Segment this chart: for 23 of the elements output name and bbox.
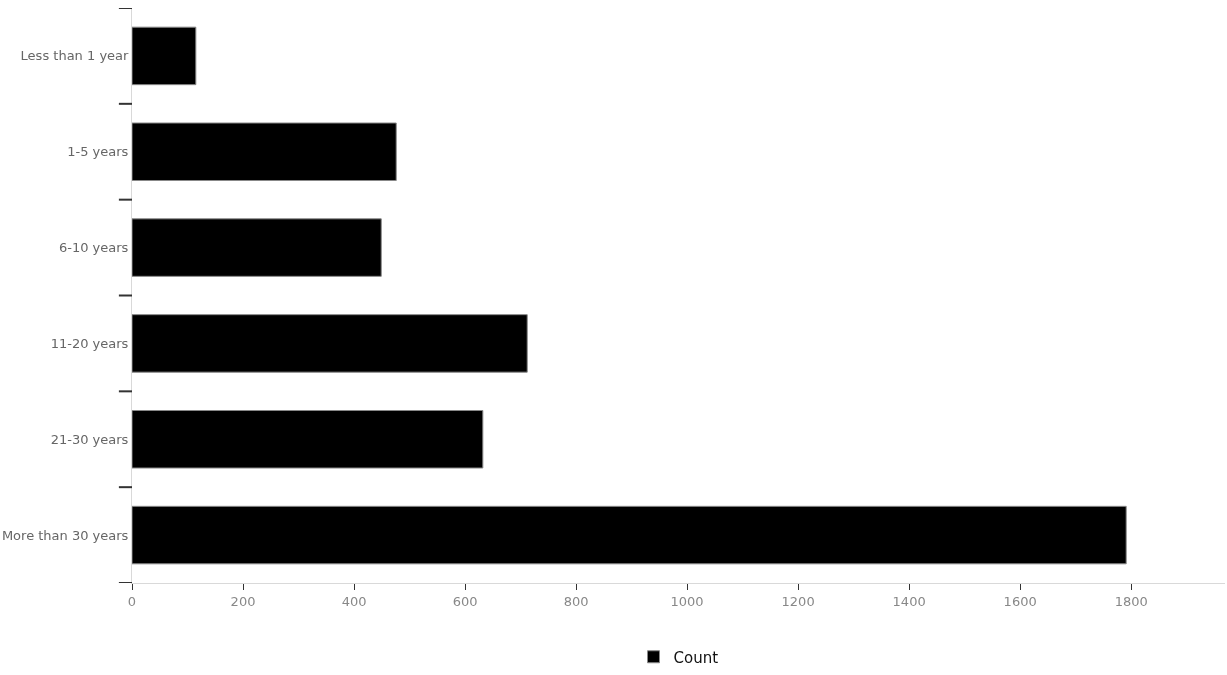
bar <box>132 26 197 86</box>
bar <box>132 505 1127 565</box>
legend-label: Count <box>673 648 719 667</box>
y-tick-label: 1-5 years <box>67 144 129 160</box>
y-tick-label: 11-20 years <box>50 335 129 351</box>
y-tick-label: More than 30 years <box>1 527 129 543</box>
y-tick-label: 21-30 years <box>50 431 129 447</box>
x-tick-label: 800 <box>563 593 589 609</box>
x-tick-label: 600 <box>452 593 478 609</box>
x-tick-label: 1200 <box>781 593 815 609</box>
y-tick-label: Less than 1 year <box>20 48 130 64</box>
bar <box>132 122 397 181</box>
x-tick-label: 1400 <box>892 593 926 609</box>
x-tick-label: 200 <box>230 593 256 609</box>
bar <box>132 410 484 469</box>
x-tick-label: 1600 <box>1003 593 1037 609</box>
x-tick-label: 1800 <box>1114 593 1148 609</box>
x-tick-label: 400 <box>341 593 367 609</box>
x-tick-label: 0 <box>127 593 137 609</box>
y-tick-label: 6-10 years <box>58 240 129 256</box>
x-tick-label: 1000 <box>670 593 704 609</box>
bar <box>132 218 382 277</box>
bar <box>132 314 528 373</box>
